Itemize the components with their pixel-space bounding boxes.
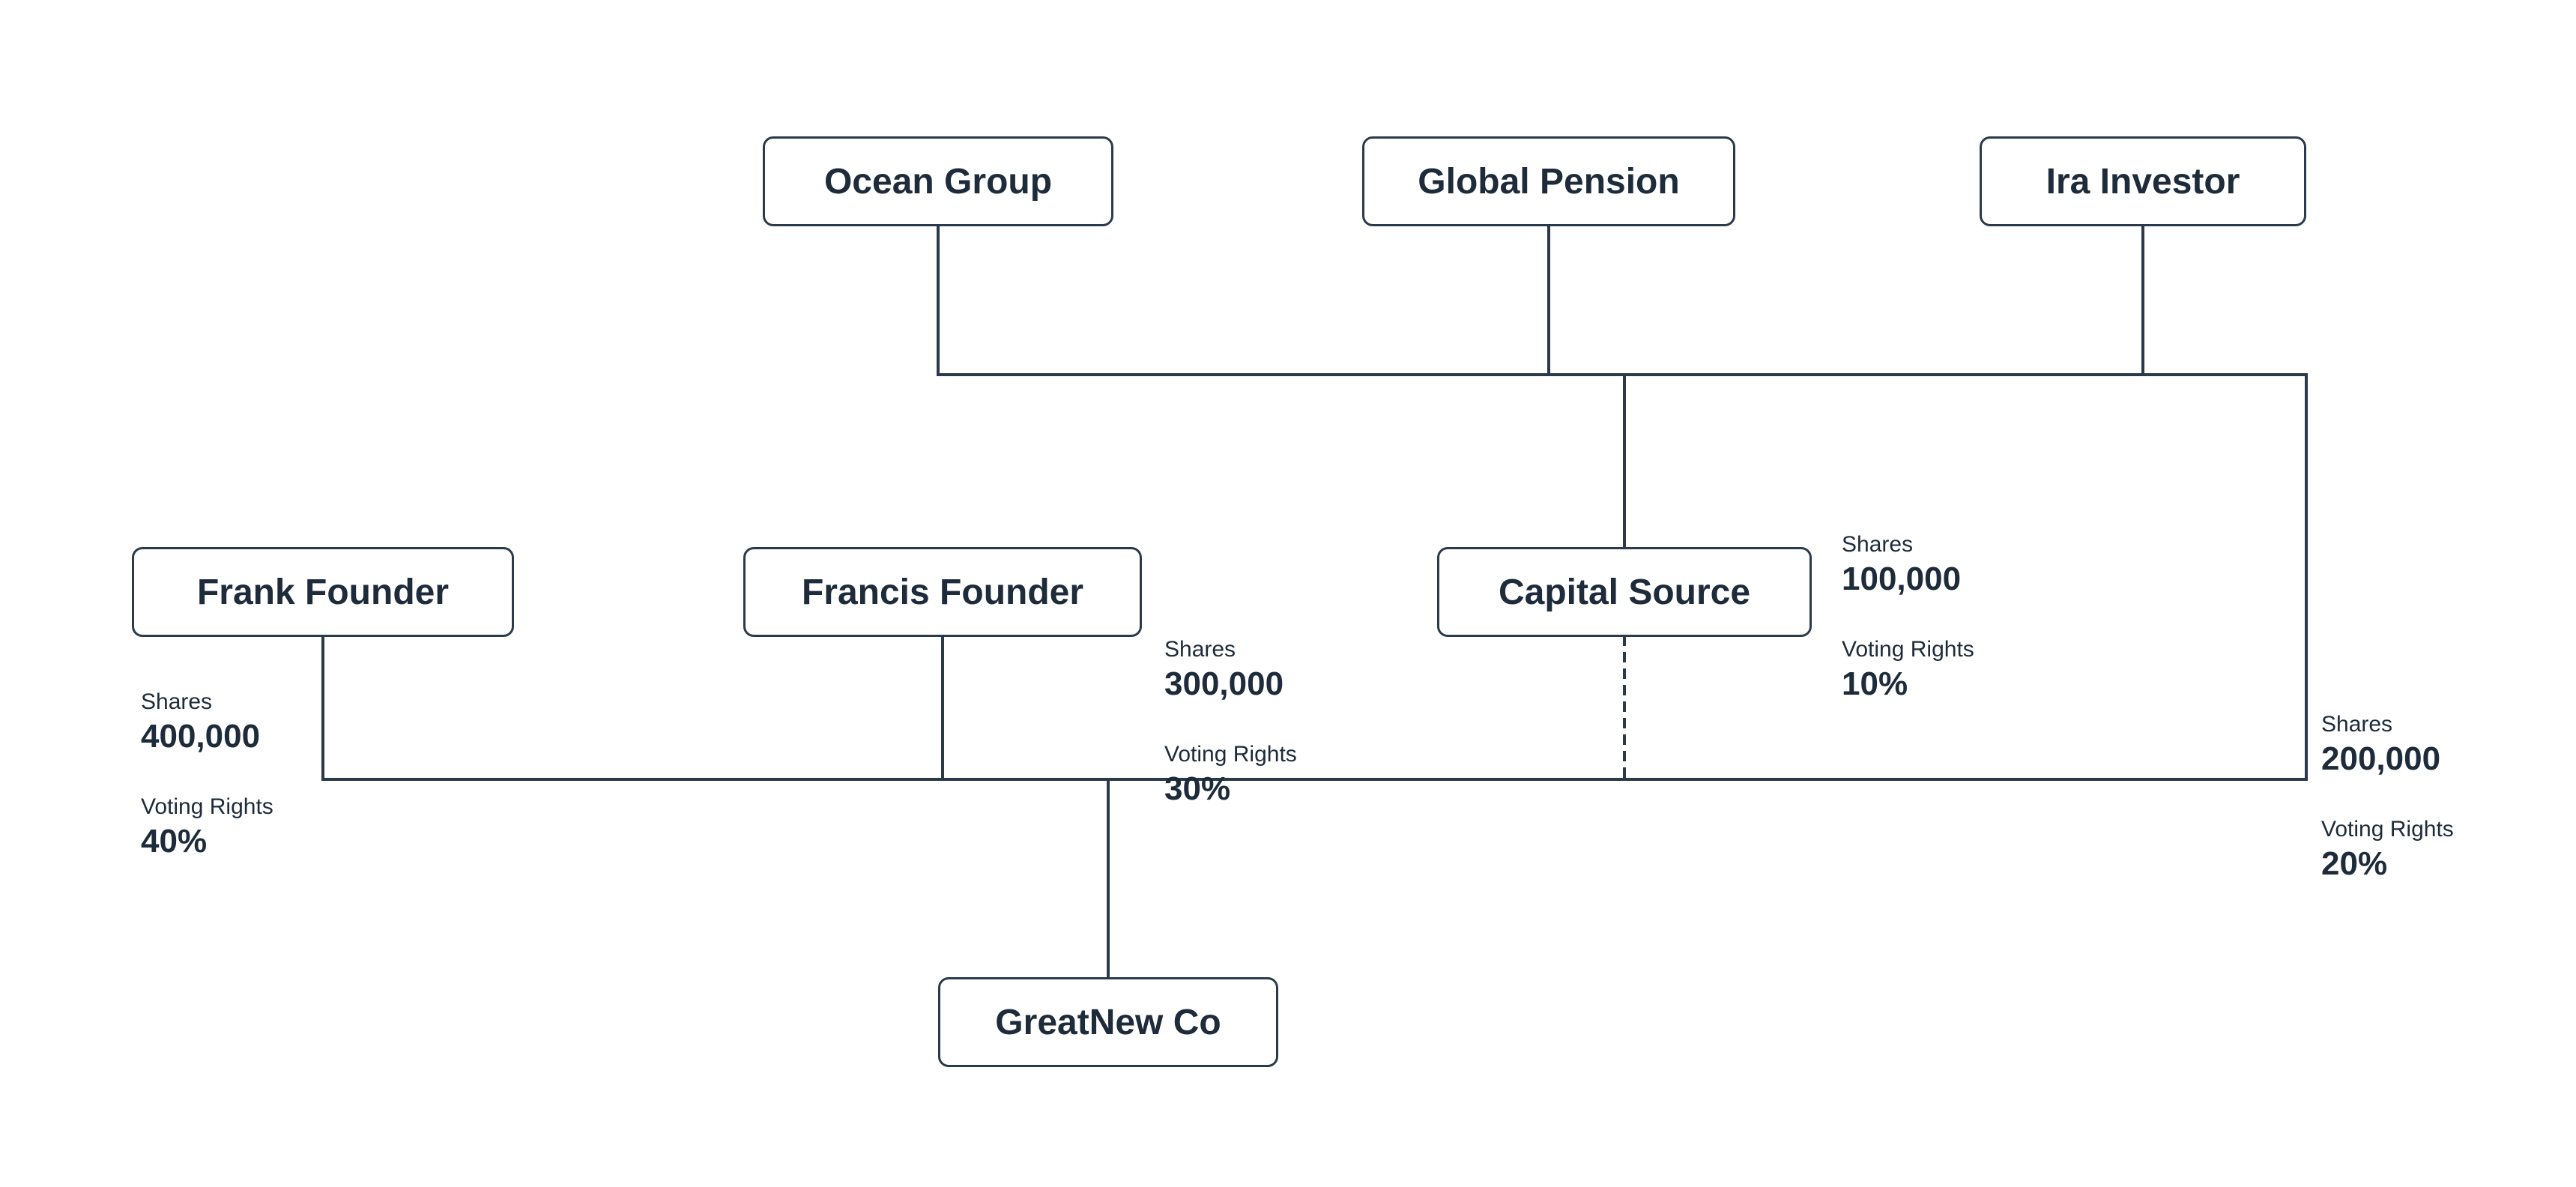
value-francis-voting: 30%: [1164, 770, 1297, 808]
label-shares: Shares: [1842, 532, 1961, 558]
annotation-capital-voting: Voting Rights 10%: [1842, 637, 1974, 703]
annotation-ira-voting: Voting Rights 20%: [2321, 817, 2454, 883]
value-frank-voting: 40%: [141, 823, 273, 860]
annotation-frank-shares: Shares 400,000: [141, 689, 260, 755]
annotation-ira-shares: Shares 200,000: [2321, 712, 2440, 778]
value-ira-voting: 20%: [2321, 845, 2454, 883]
node-capital-source: Capital Source: [1437, 547, 1812, 637]
node-francis-founder: Francis Founder: [743, 547, 1142, 637]
annotation-frank-voting: Voting Rights 40%: [141, 794, 273, 860]
node-frank-founder: Frank Founder: [132, 547, 514, 637]
value-capital-voting: 10%: [1842, 665, 1974, 703]
node-greatnew-co: GreatNew Co: [938, 977, 1278, 1067]
node-ira-investor: Ira Investor: [1980, 136, 2306, 226]
label-voting: Voting Rights: [141, 794, 273, 820]
value-frank-shares: 400,000: [141, 718, 260, 755]
annotation-francis-shares: Shares 300,000: [1164, 637, 1284, 703]
label-shares: Shares: [2321, 712, 2440, 737]
label-shares: Shares: [1164, 637, 1284, 662]
value-capital-shares: 100,000: [1842, 561, 1961, 598]
node-ocean-group: Ocean Group: [763, 136, 1113, 226]
value-ira-shares: 200,000: [2321, 740, 2440, 778]
node-global-pension: Global Pension: [1362, 136, 1735, 226]
label-voting: Voting Rights: [2321, 817, 2454, 842]
annotation-francis-voting: Voting Rights 30%: [1164, 742, 1297, 808]
label-voting: Voting Rights: [1842, 637, 1974, 662]
ownership-diagram: Ocean Group Global Pension Ira Investor …: [0, 0, 2576, 1187]
annotation-capital-shares: Shares 100,000: [1842, 532, 1961, 598]
label-voting: Voting Rights: [1164, 742, 1297, 767]
value-francis-shares: 300,000: [1164, 665, 1284, 703]
label-shares: Shares: [141, 689, 260, 715]
